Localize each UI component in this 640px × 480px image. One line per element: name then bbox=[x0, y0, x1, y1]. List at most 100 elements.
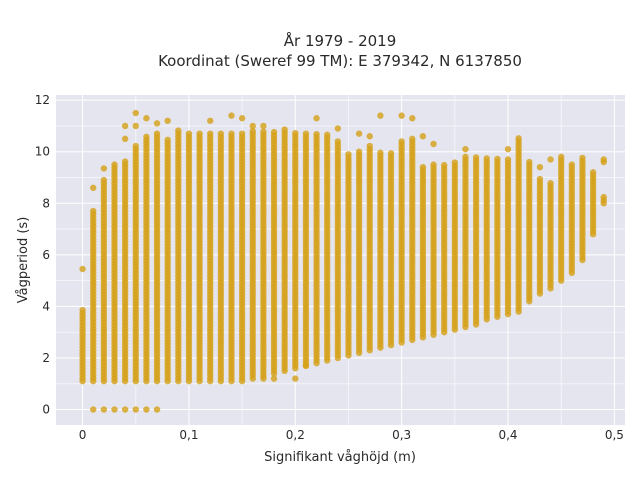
data-point bbox=[334, 138, 342, 145]
data-point bbox=[185, 130, 193, 137]
data-point bbox=[238, 130, 246, 137]
data-point bbox=[515, 135, 522, 142]
data-point bbox=[430, 161, 437, 168]
data-point bbox=[547, 156, 554, 163]
x-tick-label: 0 bbox=[79, 428, 87, 442]
data-point bbox=[260, 375, 267, 382]
data-point bbox=[334, 125, 342, 132]
data-point bbox=[164, 117, 171, 124]
data-point bbox=[100, 176, 108, 184]
data-point bbox=[132, 406, 139, 413]
y-tick-label: 2 bbox=[42, 351, 50, 365]
data-point bbox=[345, 151, 352, 158]
data-point bbox=[270, 128, 278, 136]
data-point bbox=[355, 130, 363, 137]
data-point bbox=[462, 145, 469, 153]
data-point bbox=[589, 169, 597, 176]
data-point bbox=[377, 149, 384, 156]
data-point bbox=[207, 130, 214, 137]
data-point bbox=[398, 112, 405, 119]
data-point bbox=[387, 150, 395, 157]
data-point bbox=[121, 158, 129, 165]
y-tick-label: 0 bbox=[42, 403, 50, 417]
data-point bbox=[536, 175, 544, 183]
data-point bbox=[79, 265, 86, 273]
data-point bbox=[175, 127, 182, 134]
data-point bbox=[79, 306, 86, 314]
data-point bbox=[143, 133, 150, 140]
data-point bbox=[568, 161, 576, 168]
data-point bbox=[292, 129, 299, 137]
data-point bbox=[526, 158, 533, 166]
data-point bbox=[260, 122, 267, 130]
data-point bbox=[504, 156, 512, 163]
data-point bbox=[153, 120, 161, 127]
data-point bbox=[313, 130, 320, 138]
data-point bbox=[600, 193, 607, 201]
data-point bbox=[132, 142, 139, 150]
x-tick-label: 0,4 bbox=[498, 428, 517, 442]
data-point bbox=[100, 165, 108, 172]
x-tick-label: 0,3 bbox=[392, 428, 411, 442]
data-point bbox=[472, 154, 480, 161]
data-point bbox=[270, 375, 278, 382]
data-point bbox=[90, 207, 97, 215]
x-tick-label: 0,1 bbox=[179, 428, 198, 442]
y-axis-title: Vågperiod (s) bbox=[16, 217, 31, 304]
data-point bbox=[462, 153, 469, 161]
data-point bbox=[132, 109, 139, 117]
data-point bbox=[164, 136, 171, 144]
data-point bbox=[121, 122, 129, 130]
data-points bbox=[79, 109, 607, 413]
data-point bbox=[260, 128, 267, 135]
data-point bbox=[196, 130, 203, 137]
data-point bbox=[409, 135, 416, 143]
data-point bbox=[324, 131, 331, 138]
data-point bbox=[430, 140, 437, 148]
data-point bbox=[121, 135, 129, 143]
data-point bbox=[143, 115, 150, 122]
chart-title-line-2: Koordinat (Sweref 99 TM): E 379342, N 61… bbox=[158, 52, 522, 70]
y-tick-label: 6 bbox=[42, 248, 50, 262]
y-tick-label: 4 bbox=[42, 299, 50, 313]
data-point bbox=[366, 133, 373, 140]
data-point bbox=[547, 179, 554, 187]
y-tick-label: 8 bbox=[42, 196, 50, 210]
y-tick-label: 10 bbox=[35, 145, 50, 159]
data-point bbox=[600, 156, 607, 163]
data-point bbox=[440, 161, 448, 169]
data-point bbox=[494, 155, 501, 163]
data-point bbox=[228, 130, 235, 137]
x-tick-label: 0,5 bbox=[605, 428, 624, 442]
data-point bbox=[504, 145, 512, 153]
data-point bbox=[451, 159, 459, 166]
x-axis-title: Signifikant våghöjd (m) bbox=[264, 450, 416, 465]
data-point bbox=[377, 112, 384, 119]
x-tick-label: 0,2 bbox=[286, 428, 305, 442]
data-point bbox=[419, 133, 427, 140]
data-point bbox=[228, 112, 235, 119]
data-point bbox=[579, 154, 586, 162]
data-point bbox=[249, 122, 256, 130]
data-point bbox=[132, 122, 139, 130]
data-point bbox=[249, 127, 256, 135]
data-point bbox=[121, 406, 129, 413]
data-point bbox=[398, 138, 405, 145]
data-point bbox=[281, 126, 288, 133]
data-point bbox=[313, 115, 320, 122]
data-point bbox=[366, 142, 373, 150]
data-point bbox=[100, 406, 108, 413]
data-point bbox=[302, 362, 310, 369]
data-point bbox=[536, 163, 544, 171]
x-axis-ticks: 0 0,1 0,2 0,3 0,4 0,5 bbox=[79, 428, 624, 442]
y-axis-ticks: 0 2 4 6 8 10 12 bbox=[35, 93, 50, 416]
data-point bbox=[153, 406, 161, 413]
data-point bbox=[111, 406, 118, 413]
data-point bbox=[409, 115, 416, 122]
data-point bbox=[90, 406, 97, 413]
data-point bbox=[207, 117, 214, 124]
data-point bbox=[111, 161, 118, 168]
data-point bbox=[153, 130, 161, 137]
data-point bbox=[292, 375, 299, 382]
